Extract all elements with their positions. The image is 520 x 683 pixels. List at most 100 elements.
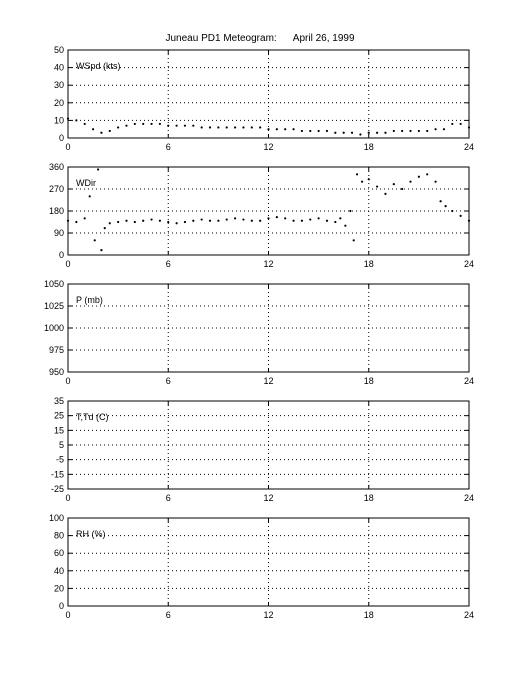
data-point	[451, 209, 454, 213]
y-tick-label: 270	[49, 184, 64, 194]
x-tick-label: 12	[263, 142, 273, 152]
x-tick-label: 18	[364, 376, 374, 386]
data-point	[392, 129, 395, 133]
data-point	[117, 220, 120, 224]
data-point	[401, 187, 404, 191]
panel-label: RH (%)	[76, 529, 106, 539]
data-point	[88, 195, 91, 198]
data-point	[208, 219, 212, 222]
chart-title: Juneau PD1 Meteogram: April 26, 1999	[165, 33, 355, 44]
data-point	[300, 219, 304, 222]
x-tick-label: 12	[263, 493, 273, 503]
data-point	[175, 124, 178, 127]
x-tick-label: 6	[166, 376, 171, 386]
data-point	[459, 214, 462, 217]
data-point	[75, 220, 78, 224]
data-point	[225, 126, 228, 129]
y-tick-label: 35	[54, 396, 64, 406]
data-point	[426, 173, 429, 176]
y-tick-label: 0	[59, 250, 64, 260]
data-point	[125, 219, 128, 222]
x-tick-label: 24	[464, 610, 474, 620]
data-point	[225, 218, 228, 221]
data-point	[158, 122, 161, 126]
pressure-panel: 0 6 12 18 24 950 975 1000 1025 1050 P (mb)	[44, 279, 474, 386]
data-point	[317, 129, 320, 133]
data-point	[142, 219, 145, 222]
data-point	[309, 218, 312, 221]
data-point	[125, 124, 128, 127]
data-point	[200, 126, 203, 129]
data-point	[200, 218, 203, 221]
panel-label: WDir	[76, 178, 96, 188]
data-point	[451, 122, 454, 126]
y-tick-label: 10	[54, 115, 64, 125]
data-point	[367, 131, 370, 134]
data-point	[192, 124, 195, 127]
x-tick-label: 0	[65, 610, 70, 620]
relative-humidity-panel: 0 6 12 18 24 0 20 40 60 80 100 RH (%)	[49, 513, 474, 620]
y-tick-label: 1025	[44, 301, 64, 311]
data-point	[334, 131, 337, 134]
y-tick-label: 20	[54, 98, 64, 108]
data-point	[133, 220, 136, 224]
data-point	[150, 122, 153, 126]
data-point	[384, 131, 387, 134]
data-point	[217, 126, 220, 129]
y-tick-label: 0	[59, 601, 64, 611]
data-point	[339, 217, 342, 220]
y-tick-label: 40	[54, 566, 64, 576]
data-point	[284, 217, 287, 220]
x-tick-label: 0	[65, 142, 70, 152]
y-tick-label: 20	[54, 583, 64, 593]
x-tick-label: 0	[65, 259, 70, 269]
data-point	[355, 173, 359, 176]
x-tick-label: 24	[464, 142, 474, 152]
y-tick-label: 975	[49, 345, 64, 355]
x-tick-label: 6	[166, 259, 171, 269]
data-point	[142, 122, 145, 126]
data-point	[376, 185, 379, 188]
data-point	[267, 217, 270, 220]
data-point	[75, 119, 78, 122]
data-point	[117, 126, 120, 129]
data-point	[392, 183, 395, 186]
panel-label: WSpd (kts)	[76, 61, 121, 71]
data-point	[334, 220, 337, 224]
data-point	[108, 222, 111, 225]
y-tick-label: 1050	[44, 279, 64, 289]
x-tick-label: 18	[364, 493, 374, 503]
data-point	[96, 168, 100, 171]
x-tick-label: 12	[263, 259, 273, 269]
data-point	[183, 124, 187, 127]
data-point	[250, 126, 253, 129]
x-tick-label: 6	[166, 610, 171, 620]
data-point	[409, 129, 412, 133]
panel-label: T,Td (C)	[76, 412, 109, 422]
data-point	[259, 126, 262, 129]
data-point	[367, 178, 370, 181]
data-point	[242, 126, 245, 129]
data-point	[342, 131, 345, 134]
data-point	[192, 219, 195, 222]
data-point	[167, 124, 170, 127]
data-point	[100, 249, 103, 252]
data-point	[217, 219, 220, 222]
y-tick-label: 60	[54, 548, 64, 558]
data-point	[275, 216, 278, 219]
data-point	[317, 217, 320, 220]
data-point	[325, 129, 329, 133]
data-point	[360, 180, 364, 183]
x-tick-label: 24	[464, 259, 474, 269]
x-tick-label: 6	[166, 142, 171, 152]
data-point	[66, 219, 70, 222]
data-point	[83, 122, 86, 126]
x-tick-label: 6	[166, 493, 171, 503]
x-tick-label: 18	[364, 142, 374, 152]
data-point	[167, 220, 170, 224]
data-point	[250, 219, 253, 222]
data-point	[242, 218, 245, 221]
data-point	[417, 129, 420, 133]
data-point	[439, 200, 442, 203]
